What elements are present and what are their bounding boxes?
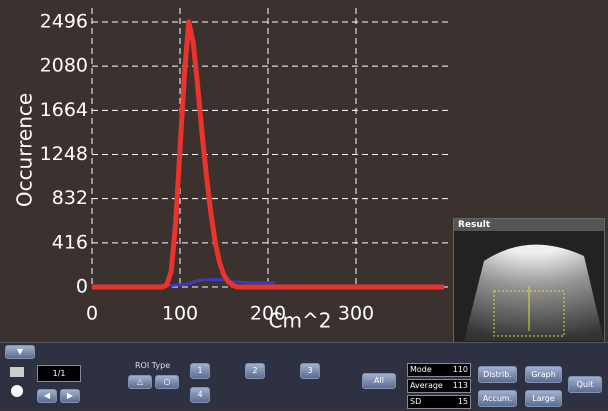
roi-circle[interactable]: ○ [155,375,179,389]
control-bar: ▼ 1/1 ◀ ▶ ROI Type △ ○ 1 2 3 4 All Mode 1… [0,342,608,409]
next-button[interactable]: ▶ [60,389,80,403]
stat-label: Average [410,381,443,390]
x-tick-label: 0 [86,303,98,325]
y-tick-label: 2080 [40,55,88,77]
roi-button[interactable]: 3 [300,363,320,379]
y-tick-label: 2496 [40,11,88,33]
accum-button[interactable]: Accum. [478,390,517,407]
y-tick-label: 0 [76,276,88,298]
quit-button[interactable]: Quit [568,376,602,393]
y-tick-label: 1664 [40,99,88,121]
prev-button[interactable]: ◀ [37,389,57,403]
stats-table: Mode 110 Average 113 SD 15 [407,363,471,411]
chart: Occurrence Cm^2 041683212481664208024960… [0,0,452,340]
large-button[interactable]: Large [525,390,562,407]
y-tick-label: 832 [52,187,88,209]
roi-button[interactable]: 4 [190,387,210,403]
stats-row: Mode 110 [407,363,471,377]
page-counter: 1/1 [37,365,81,382]
stat-label: SD [410,397,421,406]
all-button[interactable]: All [362,373,396,389]
roi-type-label: ROI Type [135,361,170,370]
graph-button[interactable]: Graph [525,366,562,383]
x-tick-label: 300 [338,303,374,325]
stats-row: SD 15 [407,395,471,409]
result-panel: Result [453,218,605,344]
stat-value: 15 [458,396,468,408]
y-tick-label: 416 [52,231,88,253]
roi-button[interactable]: 1 [190,363,210,379]
stat-label: Mode [410,365,432,374]
roi-triangle[interactable]: △ [128,375,152,389]
record-icon[interactable] [11,385,23,397]
y-axis-label: Occurrence [13,93,37,207]
stat-value: 113 [453,380,468,392]
collapse-tab[interactable]: ▼ [5,345,35,359]
app-window: Occurrence Cm^2 041683212481664208024960… [0,0,608,408]
stat-value: 110 [453,364,468,376]
y-tick-label: 1248 [40,143,88,165]
result-title: Result [454,219,604,231]
x-tick-label: 200 [250,303,286,325]
stats-row: Average 113 [407,379,471,393]
folder-icon[interactable] [10,367,24,377]
x-tick-label: 100 [162,303,198,325]
plot-area [92,8,452,289]
ultrasound-image [454,231,604,341]
roi-button[interactable]: 2 [245,363,265,379]
distrib-button[interactable]: Distrib. [478,366,517,383]
